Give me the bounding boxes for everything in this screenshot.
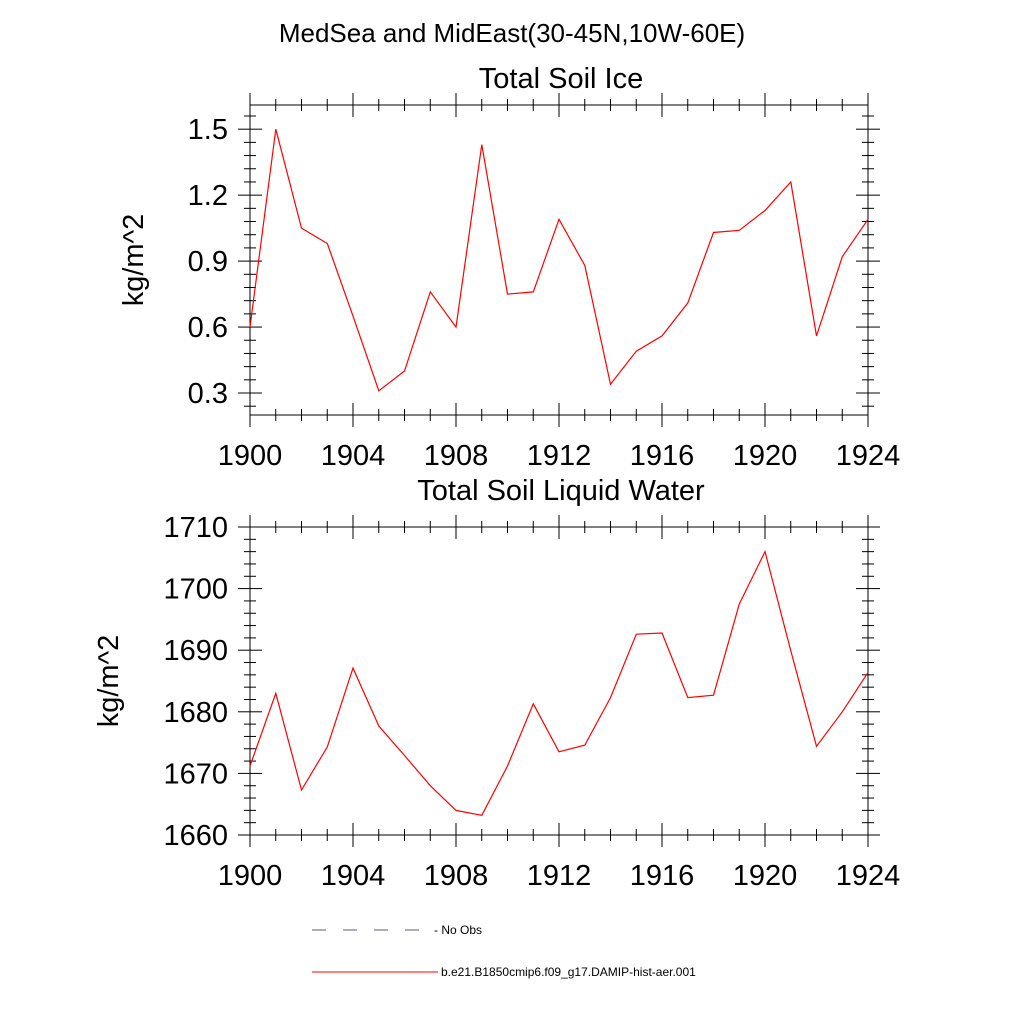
plot-area: 1900 1904 1908 1912 1916 1920 1924 0.3 0.6 0.9 1.2… (188, 93, 901, 472)
x-tick-label: 1916 (630, 860, 695, 892)
y-tick-label: 0.9 (188, 246, 228, 278)
y-axis-label: kg/m^2 (118, 214, 150, 307)
x-tick-label: 1908 (424, 440, 489, 472)
y-tick-label: 1680 (163, 697, 228, 729)
x-tick-label: 1912 (527, 860, 592, 892)
y-tick-label: 1.2 (188, 180, 228, 212)
figure-title: MedSea and MidEast(30-45N,10W-60E) (279, 18, 745, 48)
y-tick-label: 1.5 (188, 114, 228, 146)
y-axis-label: kg/m^2 (93, 635, 125, 728)
y-tick-label: 1710 (163, 512, 228, 544)
y-tick-label: 0.3 (188, 378, 228, 410)
panel-total-soil-liquid-water: Total Soil Liquid Water kg/m^2 1900 1904 1… (93, 475, 900, 892)
legend-label-no-obs: - No Obs (434, 923, 482, 937)
x-tick-label: 1900 (218, 440, 283, 472)
x-tick-label: 1920 (733, 440, 798, 472)
x-tick-label: 1920 (733, 860, 798, 892)
series-line (249, 549, 869, 816)
legend-label-model: b.e21.B1850cmip6.f09_g17.DAMIP-hist-aer.… (441, 965, 696, 979)
x-tick-label: 1904 (321, 860, 386, 892)
x-tick-label: 1912 (527, 440, 592, 472)
panel-total-soil-ice: Total Soil Ice kg/m^2 1900 1904 1908 1912 19… (118, 63, 900, 472)
panel-title: Total Soil Ice (479, 63, 643, 95)
panel-title: Total Soil Liquid Water (417, 475, 705, 507)
series-line (249, 129, 869, 392)
x-tick-label: 1916 (630, 440, 695, 472)
y-tick-label: 1670 (163, 758, 228, 790)
plot-area: 1900 1904 1908 1912 1916 1920 1924 1660 1670 1680… (163, 512, 900, 892)
x-tick-label: 1924 (836, 860, 901, 892)
y-tick-label: 1690 (163, 635, 228, 667)
y-tick-label: 0.6 (188, 312, 228, 344)
x-tick-label: 1908 (424, 860, 489, 892)
legend: - No Obs b.e21.B1850cmip6.f09_g17.DAMIP-… (312, 923, 696, 979)
y-tick-label: 1660 (163, 820, 228, 852)
x-tick-label: 1924 (836, 440, 901, 472)
x-tick-label: 1904 (321, 440, 386, 472)
y-tick-label: 1700 (163, 574, 228, 606)
x-tick-label: 1900 (218, 860, 283, 892)
